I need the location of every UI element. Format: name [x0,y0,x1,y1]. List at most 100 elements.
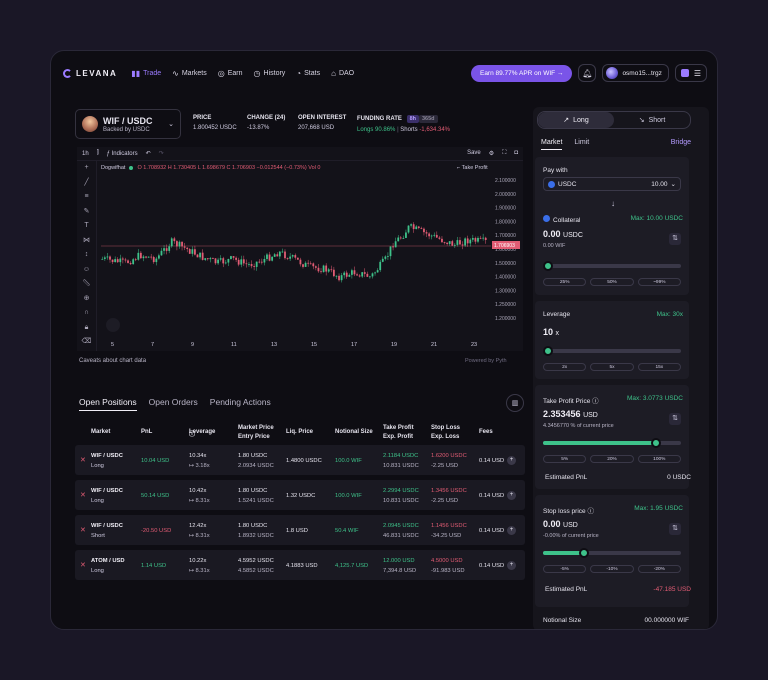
settings-gear-icon[interactable]: ⚙ [488,151,495,157]
close-position-icon[interactable]: ✕ [80,562,86,569]
chip-5x[interactable]: 5x [590,363,634,371]
candle-type-icon[interactable]: ⫿ [96,150,99,156]
help-icon[interactable]: ⓘ [587,508,594,515]
close-position-icon[interactable]: ✕ [80,527,86,534]
chart-caveat-link[interactable]: Caveats about chart data [79,358,147,364]
chip-minus-20pct[interactable]: -20% [637,565,681,573]
timeframe-button[interactable]: 1h [82,150,89,157]
chip-99[interactable]: ~99% [637,278,681,286]
wallet-button[interactable]: osmo15...trgz [602,64,669,82]
chip-15x[interactable]: 15x [637,363,681,371]
long-button[interactable]: ↗ Long [538,112,614,128]
candle-body [312,263,315,267]
leverage-input[interactable]: 10 x [543,327,560,337]
swap-units-icon[interactable]: ⇅ [669,233,681,245]
lines-icon[interactable]: ≡ [84,193,89,200]
candlestick-plot[interactable]: 2.100000 2.000000 1.900000 1.800000 1.700000… [77,147,523,351]
chip-2x[interactable]: 2x [543,363,587,371]
chip-25[interactable]: 25% [543,278,587,286]
candle-body [402,237,405,239]
levana-logo[interactable]: LEVANA [63,68,117,78]
redo-icon[interactable]: ↷ [158,151,164,157]
trend-up-icon: ↗ [563,117,570,124]
funding-tab-8h[interactable]: 8h [406,115,419,123]
candle-body [356,274,358,276]
ruler-icon[interactable]: 📏︎ [82,280,91,287]
stop-loss-slider[interactable] [543,548,681,558]
text-icon[interactable]: T [84,222,89,229]
bridge-link[interactable]: Bridge [670,139,691,146]
chip-5pct[interactable]: 5% [543,455,587,463]
chip-minus-10pct[interactable]: -10% [590,565,634,573]
nav-earn[interactable]: ◎ Earn [217,68,243,78]
notifications-bell-icon[interactable]: 🔔︎ [578,64,597,82]
indicators-button[interactable]: ƒ Indicators [106,150,138,157]
collateral-input[interactable]: 0.00 USDC [543,229,583,239]
short-button[interactable]: ↘ Short [638,116,666,125]
pay-with-select[interactable]: USDC 10.00 ⌄ [543,177,681,191]
candle-body [387,256,389,257]
help-icon[interactable]: ⓘ [189,432,196,438]
market-selector[interactable]: WIF / USDC Backed by USDC ⌄ [75,109,181,139]
funding-tab-365d[interactable]: 365d [418,115,438,123]
columns-toggle-icon[interactable]: ▥ [506,394,524,412]
x-tick-label: 5 [111,342,114,348]
measure-icon[interactable]: ↕ [84,251,89,258]
swap-units-icon[interactable]: ⇅ [669,413,681,425]
save-button[interactable]: Save [467,150,481,156]
chip-50[interactable]: 50% [590,278,634,286]
take-profit-input[interactable]: 2.353456 USD [543,409,598,419]
nav-trade[interactable]: ▮▮ Trade [131,68,162,78]
chip-20pct[interactable]: 20% [590,455,634,463]
add-fee-icon[interactable]: + [507,526,516,535]
tab-open-positions[interactable]: Open Positions [79,397,137,411]
chip-100pct[interactable]: 100% [637,455,681,463]
lock-icon[interactable]: 🔒︎ [84,323,89,331]
tab-limit[interactable]: Limit [574,139,590,146]
candle-body [384,256,387,259]
close-position-icon[interactable]: ✕ [80,492,86,499]
fullscreen-icon[interactable]: ⛶ [502,150,507,156]
wallet-avatar [606,67,619,79]
menu-button[interactable]: ☰ [674,64,707,82]
nav-history[interactable]: ◷ History [253,68,286,78]
position-pnl: 1.14 USD [141,563,167,569]
add-fee-icon[interactable]: + [507,456,516,465]
stop-loss-input[interactable]: 0.00 USD [543,519,578,529]
help-icon[interactable]: ⓘ [592,398,599,405]
x-tick-label: 17 [351,342,357,348]
undo-icon[interactable]: ↶ [145,151,151,157]
candle-body [296,257,299,260]
position-exp-loss: -91.983 USD [431,568,465,574]
table-row[interactable]: ✕ WIF / USDC Long 10.04 USD 10.34x ↦ 3.18x 1.8… [75,445,525,475]
leverage-slider[interactable] [543,346,681,356]
trendline-icon[interactable]: ╱ [84,178,89,186]
price-chart[interactable]: 1h ⫿ ƒ Indicators ↶ ↷ Save ⚙ ⛶ ◘ + ╱ ≡ ✎… [77,147,523,351]
nav-dao[interactable]: ⌂ DAO [331,68,355,78]
close-position-icon[interactable]: ✕ [80,457,86,464]
table-row[interactable]: ✕ WIF / USDC Long 50.14 USD 10.42x ↦ 8.31x 1.8… [75,480,525,510]
magnet-icon[interactable]: ∩ [83,309,90,316]
swap-units-icon[interactable]: ⇅ [669,523,681,535]
crosshair-icon[interactable]: + [84,164,89,171]
table-row[interactable]: ✕ ATOM / USD Long 1.14 USD 10.22x ↦ 8.31x 4.59… [75,550,525,580]
trash-icon[interactable]: ⌫ [81,338,92,345]
chip-minus-5pct[interactable]: -5% [543,565,587,573]
tab-market[interactable]: Market [541,139,563,150]
camera-icon[interactable]: ◘ [514,150,518,156]
brush-icon[interactable]: ✎ [83,207,90,215]
nav-markets[interactable]: ∿ Markets [172,68,207,78]
live-dot [129,166,134,170]
earn-apr-button[interactable]: Earn 89.77% APR on WIF → [470,64,573,82]
tab-pending-actions[interactable]: Pending Actions [209,397,271,407]
table-row[interactable]: ✕ WIF / USDC Short -20.50 USD 12.42x ↦ 8.31x 1… [75,515,525,545]
collateral-slider[interactable] [543,261,681,271]
take-profit-slider[interactable] [543,438,681,448]
nav-stats[interactable]: ◔ Stats [296,68,321,78]
add-fee-icon[interactable]: + [507,561,516,570]
add-fee-icon[interactable]: + [507,491,516,500]
pattern-icon[interactable]: ⋈ [83,236,90,244]
tab-open-orders[interactable]: Open Orders [148,397,198,407]
zoom-icon[interactable]: ⊕ [83,294,90,302]
emoji-icon[interactable]: ☺ [82,265,91,273]
